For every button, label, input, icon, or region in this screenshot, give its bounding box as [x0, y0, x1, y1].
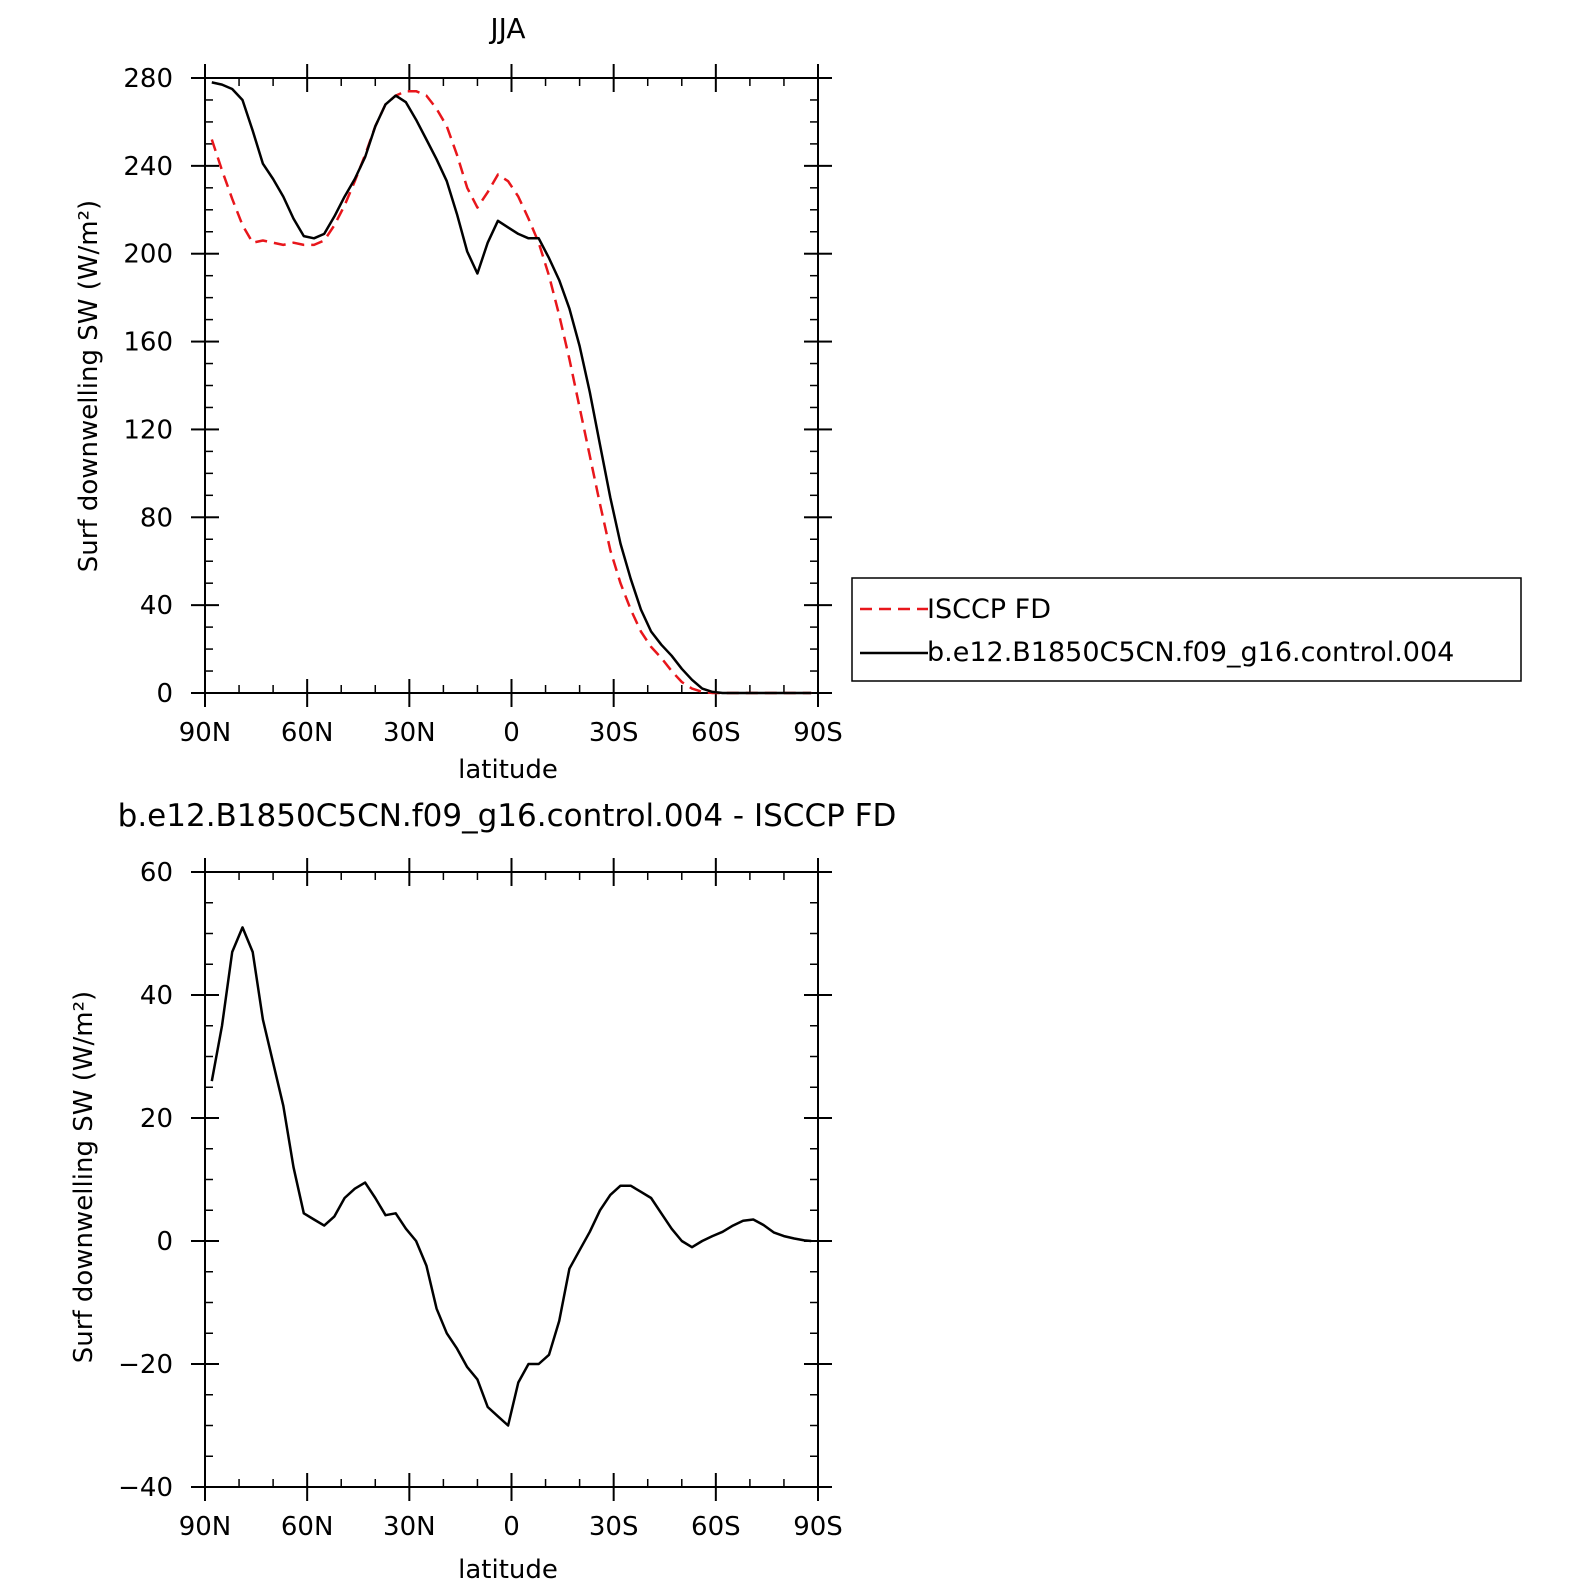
legend-label-isccp: ISCCP FD [927, 594, 1051, 625]
top-y-tick-label: 120 [123, 415, 173, 445]
legend: ISCCP FD b.e12.B1850C5CN.f09_g16.control… [851, 577, 1522, 682]
bottom-x-tick-label: 90S [793, 1512, 843, 1542]
bottom-x-tick-label: 60N [281, 1512, 334, 1542]
top-y-tick-label: 40 [140, 591, 173, 621]
top-x-tick-label: 0 [503, 718, 520, 748]
bottom-y-tick-label: −40 [118, 1473, 173, 1503]
top-y-tick-label: 280 [123, 64, 173, 94]
top-x-tick-label: 60S [691, 718, 741, 748]
top-series-line-0 [210, 89, 812, 695]
bottom-x-tick-label: 60S [691, 1512, 741, 1542]
bottom-x-tick-label: 30N [383, 1512, 436, 1542]
bottom-chart-title: b.e12.B1850C5CN.f09_g16.control.004 - IS… [118, 798, 897, 834]
top-chart-title: JJA [488, 12, 525, 45]
bottom-panel: b.e12.B1850C5CN.f09_g16.control.004 - IS… [69, 798, 896, 1585]
bottom-y-axis-label: Surf downwelling SW (W/m²) [69, 991, 99, 1363]
top-plot-area: 90N 60N 30N 0 30S 60S 90S 0 40 80 120 160 200 240 280 [123, 64, 843, 748]
top-x-axis-label: latitude [458, 755, 558, 785]
bottom-y-tick-label: 60 [140, 858, 173, 888]
bottom-x-axis-label: latitude [458, 1555, 558, 1585]
top-x-tick-label: 30S [589, 718, 639, 748]
top-x-tick-label: 90S [793, 718, 843, 748]
top-y-tick-label: 200 [123, 240, 173, 270]
top-y-tick-label: 160 [123, 328, 173, 358]
bottom-series-line-0 [210, 926, 812, 1427]
bottom-x-tick-label: 90N [179, 1512, 232, 1542]
top-y-tick-label: 80 [140, 503, 173, 533]
top-plot-frame [204, 77, 819, 694]
bottom-plot-area: 90N 60N 30N 0 30S 60S 90S −40 −20 0 20 40 60 [118, 858, 843, 1542]
top-y-tick-label: 240 [123, 152, 173, 182]
bottom-x-tick-label: 0 [503, 1512, 520, 1542]
bottom-y-tick-label: 0 [156, 1227, 173, 1257]
top-y-tick-label: 0 [156, 679, 173, 709]
top-y-axis-label: Surf downwelling SW (W/m²) [74, 200, 104, 572]
legend-label-model: b.e12.B1850C5CN.f09_g16.control.004 [927, 637, 1454, 668]
top-x-tick-label: 30N [383, 718, 436, 748]
bottom-y-tick-label: 20 [140, 1104, 173, 1134]
top-panel: JJA 90N 60N 30N 0 30S 60S 90S 0 40 80 120 160 200 240… [74, 12, 1522, 785]
top-x-tick-label: 60N [281, 718, 334, 748]
bottom-y-tick-label: 40 [140, 981, 173, 1011]
top-x-tick-label: 90N [179, 718, 232, 748]
bottom-x-tick-label: 30S [589, 1512, 639, 1542]
top-series-line-1 [211, 81, 812, 695]
legend-box [851, 577, 1522, 682]
bottom-y-tick-label: −20 [118, 1350, 173, 1380]
